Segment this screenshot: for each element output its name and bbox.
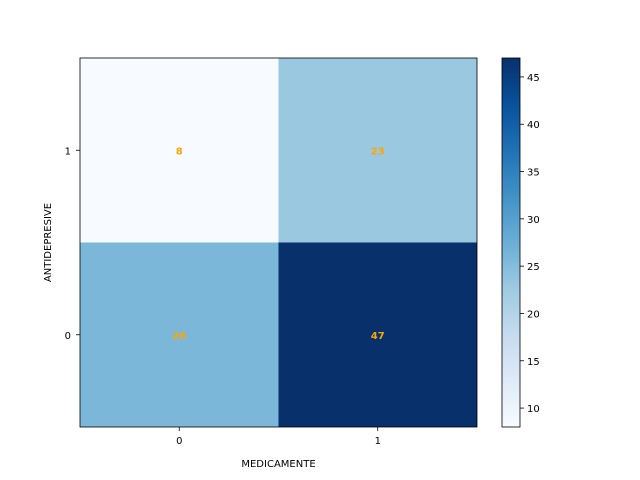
- plot-frame: [79, 57, 478, 428]
- heatmap-cell-labels: 8 23 26 47: [172, 146, 384, 342]
- cell-value-label: 47: [371, 331, 385, 342]
- y-tick-label: 1: [65, 146, 71, 157]
- colorbar-tick-label: 35: [527, 168, 540, 179]
- cell-value-label: 23: [371, 146, 385, 157]
- x-axis-label: MEDICAMENTE: [241, 459, 315, 470]
- heatmap-cells: [80, 58, 477, 427]
- y-tick-label: 0: [65, 331, 71, 342]
- colorbar-ticks: 10 15 20 25 30 35 40 45: [520, 73, 540, 415]
- heatmap-cell: [80, 58, 279, 243]
- colorbar-tick-label: 10: [527, 404, 540, 415]
- colorbar-tick-label: 15: [527, 357, 540, 368]
- colorbar-tick-label: 30: [527, 215, 540, 226]
- heatmap-cell: [278, 58, 477, 243]
- colorbar-tick-label: 25: [527, 262, 540, 273]
- y-axis-ticks: 10: [65, 146, 80, 342]
- x-tick-label: 1: [375, 436, 381, 447]
- cell-value-label: 8: [176, 146, 183, 157]
- colorbar-tick-label: 20: [527, 309, 540, 320]
- y-axis-label: ANTIDEPRESIVE: [43, 203, 54, 282]
- cell-value-label: 26: [172, 331, 186, 342]
- heatmap-cell: [278, 242, 477, 427]
- colorbar: [501, 57, 521, 428]
- x-tick-label: 0: [176, 436, 182, 447]
- colorbar-tick-label: 40: [527, 120, 540, 131]
- colorbar-tick-label: 45: [527, 73, 540, 84]
- heatmap-cell: [80, 242, 279, 427]
